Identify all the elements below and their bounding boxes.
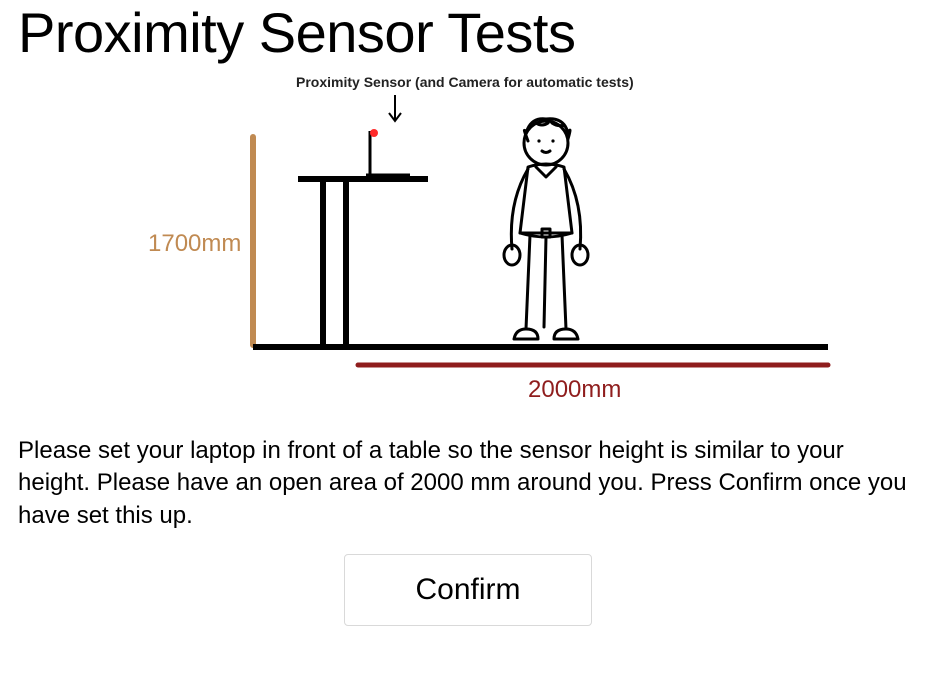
- setup-diagram: Proximity Sensor (and Camera for automat…: [88, 69, 848, 429]
- width-dimension-label: 2000mm: [528, 376, 621, 403]
- instructions-text: Please set your laptop in front of a tab…: [18, 435, 918, 532]
- sensor-dot-icon: [370, 129, 378, 137]
- height-dimension-label: 1700mm: [148, 230, 241, 257]
- diagram-caption: Proximity Sensor (and Camera for automat…: [296, 74, 634, 90]
- page-title: Proximity Sensor Tests: [18, 0, 918, 65]
- person-icon: [504, 119, 588, 339]
- diagram-container: Proximity Sensor (and Camera for automat…: [18, 69, 918, 429]
- confirm-button[interactable]: Confirm: [344, 554, 591, 626]
